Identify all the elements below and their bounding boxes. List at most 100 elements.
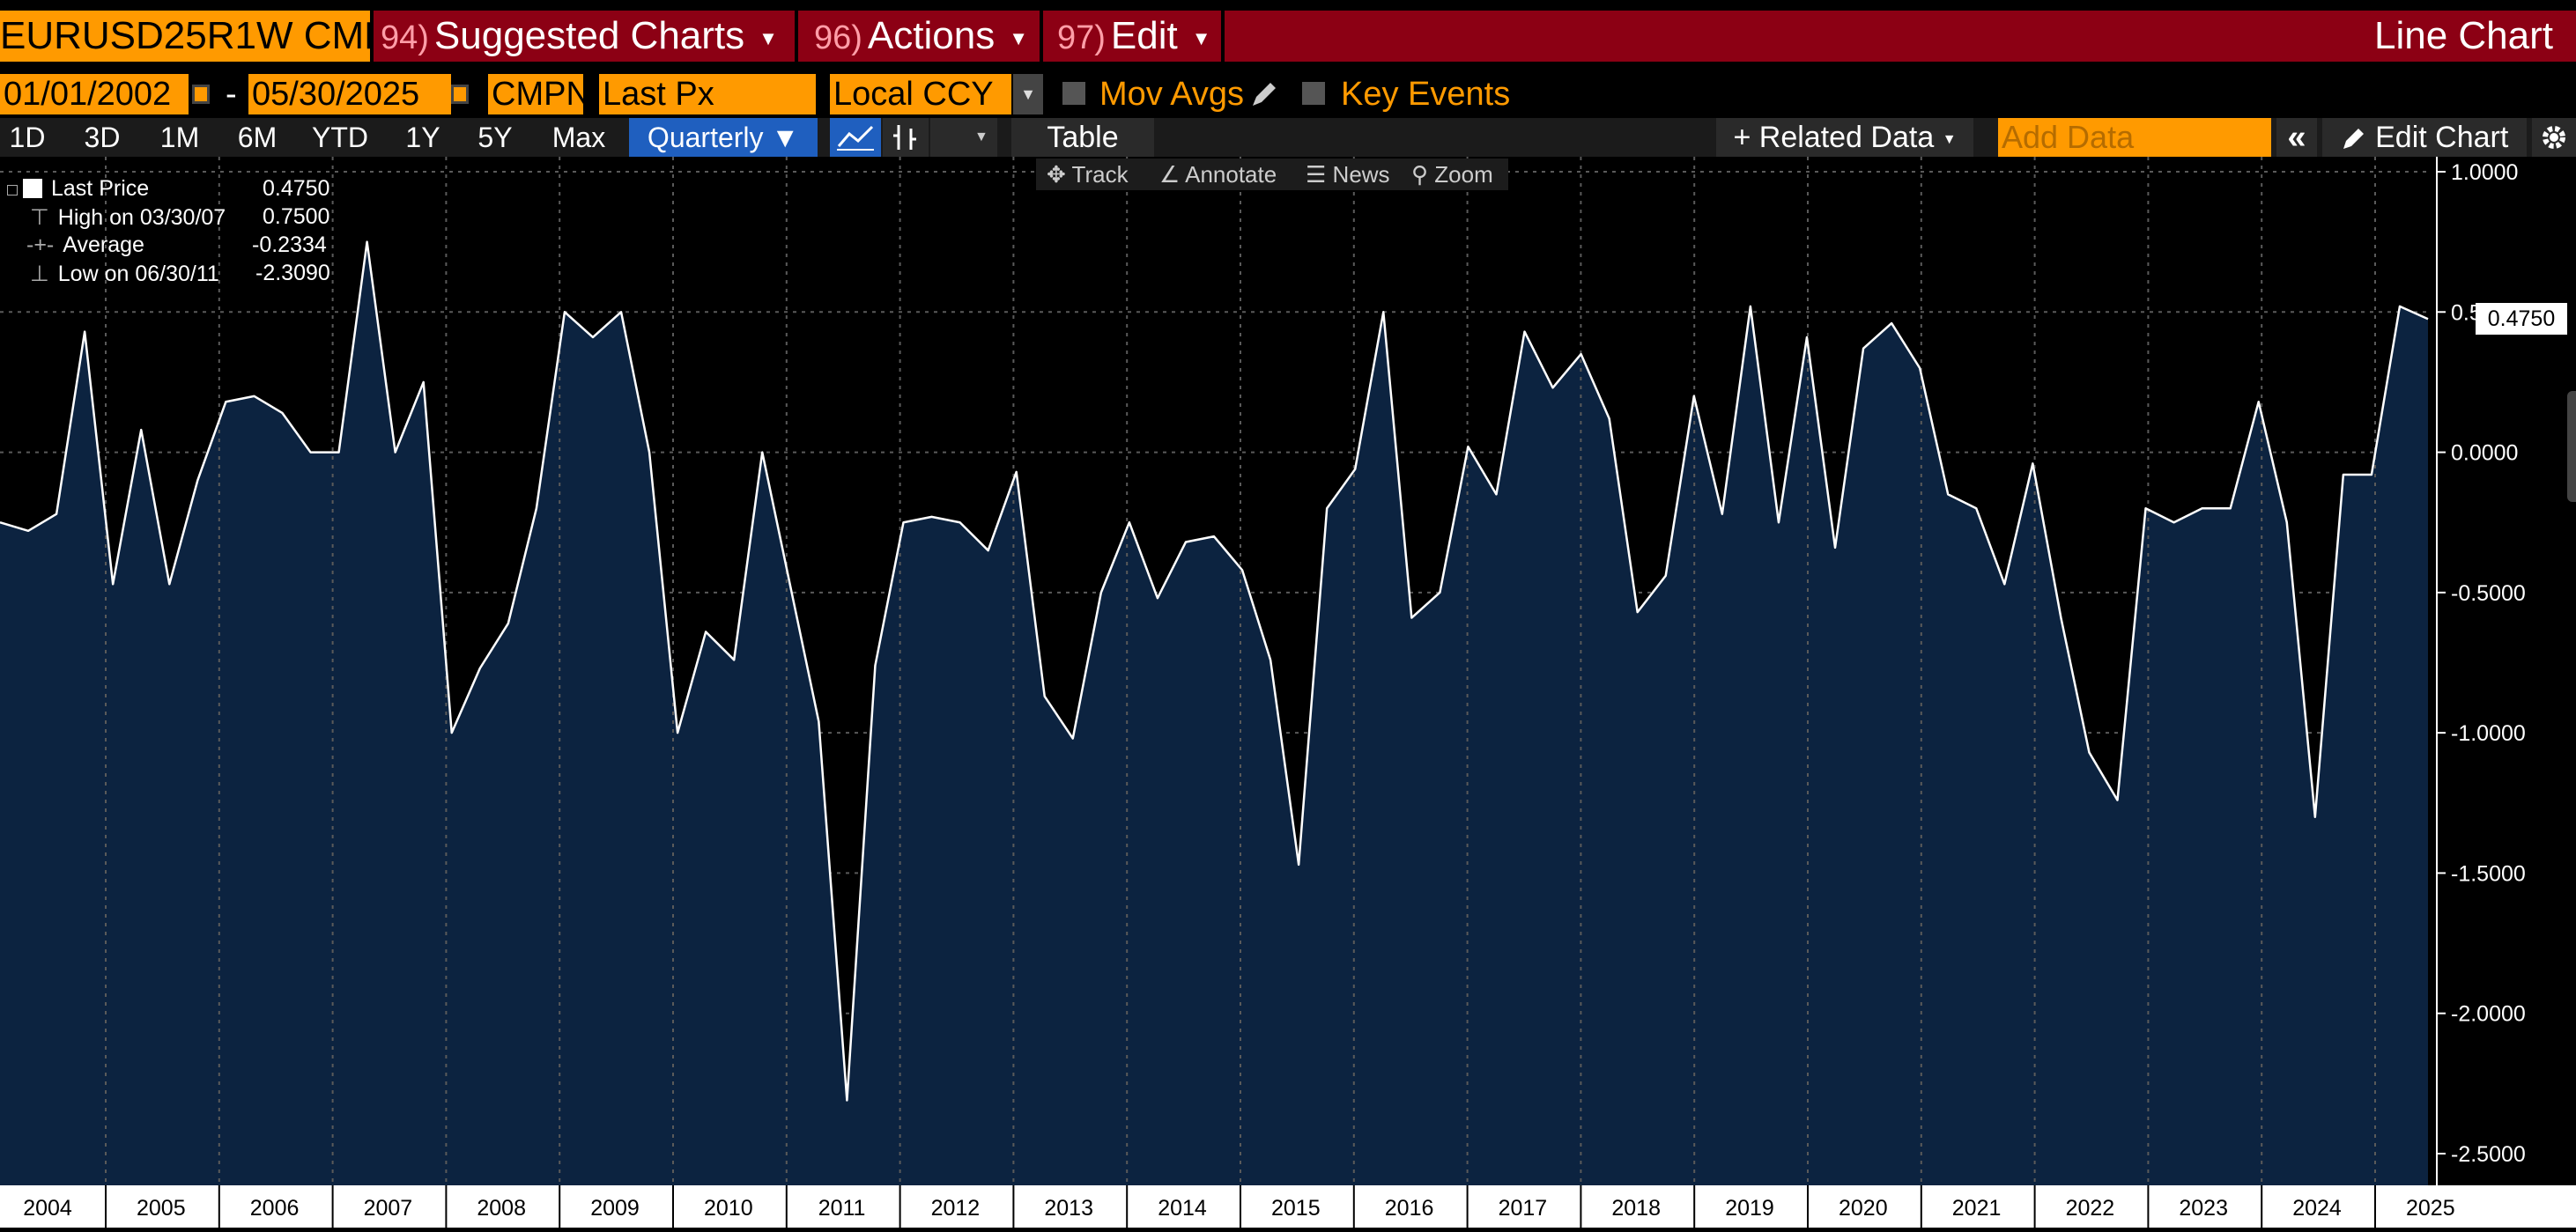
x-tick-label: 2011	[818, 1196, 866, 1221]
chevron-down-icon[interactable]: ▼	[1013, 74, 1043, 114]
actions-menu[interactable]: 96) Actions ▼	[814, 11, 1028, 62]
data-point	[223, 399, 228, 404]
currency-selector[interactable]: Local CCY	[830, 74, 1011, 114]
calendar-icon[interactable]	[192, 85, 210, 104]
chevron-down-icon: ▼	[974, 129, 988, 144]
data-point	[1352, 467, 1358, 472]
data-point	[844, 1097, 849, 1103]
data-point	[2425, 316, 2431, 321]
data-point	[647, 450, 652, 455]
add-data-input[interactable]: Add Data	[1998, 118, 2271, 157]
field-selector[interactable]: Last Px	[599, 74, 816, 114]
data-point	[1268, 657, 1273, 662]
x-tick-label: 2010	[704, 1196, 753, 1221]
chart-area[interactable]	[0, 157, 2432, 1186]
menu-number: 97)	[1057, 19, 1106, 56]
legend-row-average: -+- Average -0.2334	[26, 232, 327, 258]
x-tick-label: 2018	[1611, 1196, 1661, 1221]
start-date-field[interactable]: 01/01/2002	[0, 74, 189, 114]
pencil-icon[interactable]	[1249, 79, 1279, 109]
data-point	[2228, 505, 2233, 511]
period-max[interactable]: Max	[551, 122, 606, 153]
data-point	[731, 657, 737, 662]
data-point	[2341, 472, 2346, 477]
source-field[interactable]: CMPN	[488, 74, 583, 114]
title-bar-background	[0, 11, 2576, 62]
data-point	[1296, 862, 1301, 867]
menu-number: 94)	[381, 19, 429, 56]
mov-avgs-label: Mov Avgs	[1099, 76, 1245, 113]
period-1m[interactable]: 1M	[159, 122, 200, 153]
menu-label: Actions	[867, 14, 996, 57]
period-1y[interactable]: 1Y	[405, 122, 440, 153]
collapse-icon[interactable]: «	[2276, 118, 2317, 157]
data-point	[1381, 309, 1386, 314]
high-marker-icon: ⊤	[30, 205, 49, 230]
data-point	[1861, 346, 1866, 351]
data-point	[1465, 444, 1470, 449]
news-tool[interactable]: ☰ News	[1306, 161, 1390, 188]
annotate-tool[interactable]: ∠ Annotate	[1159, 161, 1277, 188]
related-data-button[interactable]: + Related Data ▼	[1716, 118, 1973, 157]
data-point	[251, 394, 256, 399]
table-button[interactable]: Table	[1011, 118, 1154, 157]
data-point	[337, 450, 342, 455]
x-tick-label: 2019	[1725, 1196, 1774, 1221]
edit-menu[interactable]: 97) Edit ▼	[1057, 11, 1211, 62]
legend-label: High on 03/30/07	[57, 205, 226, 230]
collapse-box-icon[interactable]	[7, 185, 18, 195]
frequency-selector[interactable]: Quarterly ▼	[629, 118, 818, 157]
low-marker-icon: ⊥	[30, 262, 49, 286]
x-axis: 2004 2005 2006 2007 2008 2009 2010 2011 2012 2013…	[0, 1185, 2576, 1228]
key-events-checkbox[interactable]	[1302, 82, 1325, 105]
zoom-tool[interactable]: ⚲ Zoom	[1411, 161, 1493, 188]
data-point	[1240, 567, 1245, 572]
separator	[370, 11, 374, 62]
line-chart-plot[interactable]	[0, 157, 2432, 1186]
legend-label: Average	[63, 232, 144, 257]
menu-label: Suggested Charts	[433, 14, 745, 57]
end-date-field[interactable]: 05/30/2025	[248, 74, 451, 114]
data-point	[1522, 329, 1528, 335]
side-panel-handle[interactable]	[2567, 391, 2576, 502]
y-tick-label: -2.0000	[2451, 1002, 2526, 1027]
mov-avgs-checkbox[interactable]	[1062, 82, 1085, 105]
data-point	[958, 520, 963, 525]
data-point	[1889, 321, 1894, 326]
suggested-charts-menu[interactable]: 94) Suggested Charts ▼	[381, 11, 778, 62]
data-point	[1409, 616, 1414, 621]
legend-label: Last Price	[51, 176, 150, 201]
data-point	[1579, 351, 1584, 357]
x-tick-label: 2020	[1839, 1196, 1888, 1221]
key-events-label: Key Events	[1341, 76, 1511, 113]
legend-value: 0.7500	[263, 204, 330, 229]
period-3d[interactable]: 3D	[84, 122, 121, 153]
edit-chart-button[interactable]: Edit Chart	[2322, 118, 2527, 157]
bar-chart-icon[interactable]	[883, 118, 929, 157]
data-point	[2313, 815, 2318, 820]
data-point	[788, 584, 793, 589]
data-point	[2086, 749, 2091, 755]
y-tick-label: 1.0000	[2451, 160, 2518, 185]
data-point	[1099, 590, 1104, 595]
x-tick-label: 2025	[2406, 1196, 2455, 1221]
period-6m[interactable]: 6M	[237, 122, 278, 153]
gear-icon[interactable]	[2532, 118, 2576, 157]
data-point	[1832, 545, 1838, 550]
calendar-icon[interactable]	[451, 85, 469, 104]
data-point	[1804, 335, 1810, 340]
legend-row-low: ⊥ Low on 06/30/11 -2.3090	[30, 261, 330, 287]
security-ticker[interactable]: EURUSD25R1W CMPN	[0, 11, 370, 62]
data-point	[2284, 520, 2290, 525]
data-point	[590, 335, 596, 340]
line-chart-icon[interactable]	[830, 118, 881, 157]
last-value-tag: 0.4750	[2476, 303, 2567, 335]
period-1d[interactable]: 1D	[9, 122, 46, 153]
period-ytd[interactable]: YTD	[312, 122, 368, 153]
period-5y[interactable]: 5Y	[477, 122, 513, 153]
data-point	[365, 240, 370, 245]
title-bar	[0, 0, 2576, 69]
chart-type-dropdown[interactable]: ▼	[930, 118, 997, 157]
annotate-label: Annotate	[1185, 161, 1277, 188]
track-tool[interactable]: ✥ Track	[1047, 161, 1129, 188]
